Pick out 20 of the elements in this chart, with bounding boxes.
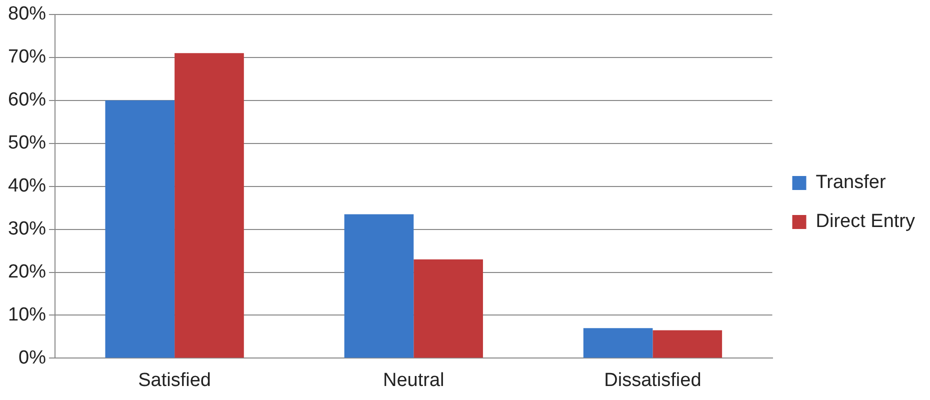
y-tick-label: 10%	[8, 304, 46, 326]
bar	[414, 259, 483, 358]
y-tick-label: 20%	[8, 261, 46, 282]
legend-label: Direct Entry	[816, 211, 916, 232]
y-tick-label: 60%	[8, 90, 46, 111]
y-tick-label: 40%	[8, 176, 46, 197]
bar	[652, 330, 722, 358]
x-tick-label: Satisfied	[138, 370, 212, 391]
bar	[105, 100, 175, 358]
bar	[344, 214, 414, 358]
y-tick-label: 70%	[8, 46, 46, 68]
legend-label: Transfer	[816, 172, 886, 194]
bar	[174, 53, 244, 358]
y-tick-label: 80%	[8, 4, 46, 25]
y-tick-label: 0%	[18, 347, 46, 368]
y-tick-label: 50%	[8, 132, 46, 154]
x-tick-label: Neutral	[383, 370, 444, 391]
bar	[583, 328, 653, 358]
y-tick-label: 30%	[8, 218, 46, 240]
x-tick-label: Dissatisfied	[604, 370, 702, 391]
